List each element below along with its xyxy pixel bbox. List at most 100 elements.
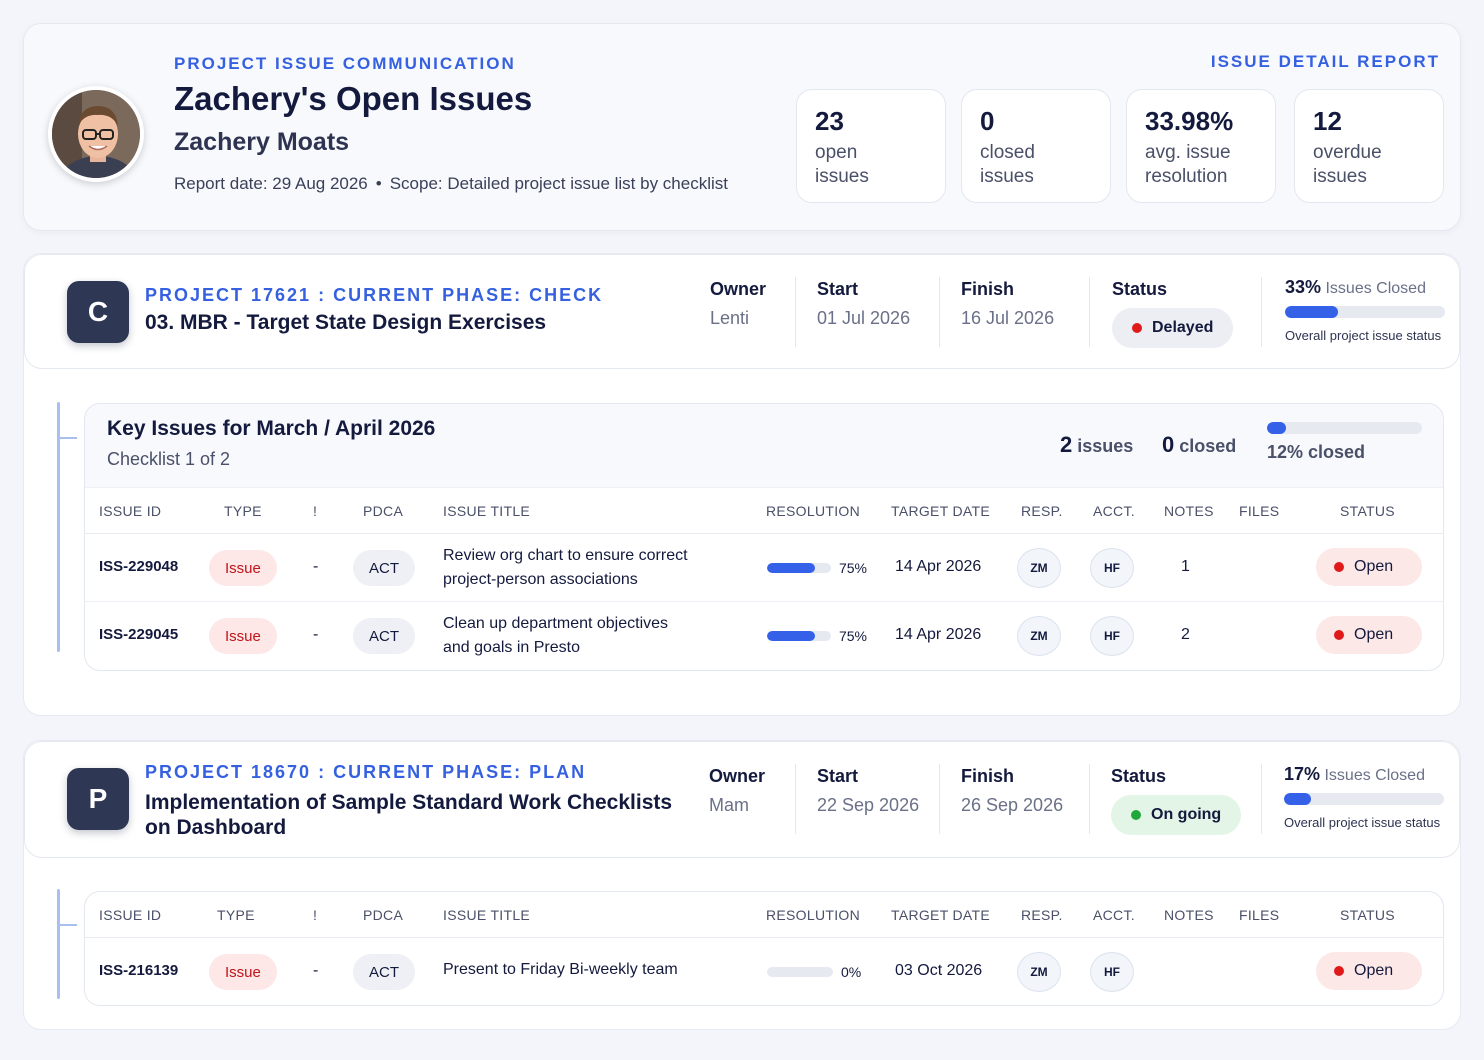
stat-value: 12 bbox=[1313, 106, 1342, 136]
col-issue-title[interactable]: ISSUE TITLE bbox=[443, 907, 531, 923]
col-issue-id[interactable]: ISSUE ID bbox=[99, 907, 162, 923]
start-label: Start bbox=[817, 279, 859, 299]
pdca-badge: ACT bbox=[353, 550, 415, 586]
checklist-table: ISSUE ID TYPE ! PDCA ISSUE TITLE RESOLUT… bbox=[84, 891, 1444, 1006]
status-dot-icon bbox=[1132, 323, 1142, 333]
issue-id[interactable]: ISS-216139 bbox=[99, 962, 179, 979]
finish-label: Finish bbox=[961, 766, 1014, 786]
col-resp[interactable]: RESP. bbox=[1021, 503, 1063, 519]
project-section-18670: P PROJECT 18670 : CURRENT PHASE: PLAN Im… bbox=[23, 740, 1461, 1030]
separator-dot-icon: • bbox=[375, 174, 382, 193]
col-acct[interactable]: ACCT. bbox=[1093, 907, 1135, 923]
finish-value: 16 Jul 2026 bbox=[961, 308, 1055, 328]
col-type[interactable]: TYPE bbox=[224, 503, 262, 519]
finish-value: 26 Sep 2026 bbox=[961, 795, 1064, 815]
stat-label: overdue issues bbox=[1313, 142, 1382, 187]
status-dot-icon bbox=[1334, 966, 1344, 976]
col-files[interactable]: FILES bbox=[1239, 503, 1280, 519]
checklist-rail bbox=[57, 889, 60, 999]
checklist-rail bbox=[57, 402, 60, 652]
pdca-badge: ACT bbox=[353, 954, 415, 990]
target-date: 14 Apr 2026 bbox=[895, 558, 982, 575]
divider bbox=[1089, 764, 1090, 834]
table-header: ISSUE ID TYPE ! PDCA ISSUE TITLE RESOLUT… bbox=[85, 892, 1443, 938]
status-label: Status bbox=[1112, 279, 1168, 299]
finish-label: Finish bbox=[961, 279, 1014, 299]
col-acct[interactable]: ACCT. bbox=[1093, 503, 1135, 519]
progress-label: 17% Issues Closed bbox=[1284, 764, 1425, 784]
resolution-progress: 0% bbox=[767, 964, 867, 980]
col-priority[interactable]: ! bbox=[313, 907, 318, 923]
status-dot-icon bbox=[1334, 630, 1344, 640]
report-header: PROJECT ISSUE COMMUNICATION Zachery's Op… bbox=[23, 23, 1461, 231]
col-priority[interactable]: ! bbox=[313, 503, 318, 519]
type-badge: Issue bbox=[209, 550, 277, 586]
progress-caption: Overall project issue status bbox=[1284, 815, 1441, 830]
stat-label: avg. issue resolution bbox=[1145, 142, 1231, 187]
status-badge[interactable]: Open bbox=[1316, 616, 1422, 654]
table-row[interactable]: ISS-229048 Issue - ACT Review org chart … bbox=[85, 534, 1443, 602]
checklist-header: Key Issues for March / April 2026 Checkl… bbox=[85, 404, 1443, 488]
col-pdca[interactable]: PDCA bbox=[363, 907, 404, 923]
table-row[interactable]: ISS-216139 Issue - ACT Present to Friday… bbox=[85, 938, 1443, 1005]
project-title: Implementation of Sample Standard Work C… bbox=[145, 791, 673, 839]
col-status[interactable]: STATUS bbox=[1340, 503, 1395, 519]
col-target-date[interactable]: TARGET DATE bbox=[891, 503, 990, 519]
resp-avatar[interactable]: ZM bbox=[1017, 952, 1061, 992]
table-row[interactable]: ISS-229045 Issue - ACT Clean up departme… bbox=[85, 602, 1443, 670]
col-resolution[interactable]: RESOLUTION bbox=[766, 907, 861, 923]
target-date: 03 Oct 2026 bbox=[895, 962, 983, 979]
stat-label: open issues bbox=[815, 142, 869, 187]
checklist-table: Key Issues for March / April 2026 Checkl… bbox=[84, 403, 1444, 671]
progress-bar bbox=[1285, 306, 1445, 318]
divider bbox=[795, 277, 796, 347]
resp-avatar[interactable]: ZM bbox=[1017, 616, 1061, 656]
col-resolution[interactable]: RESOLUTION bbox=[766, 503, 861, 519]
owner-value: Mam bbox=[709, 795, 749, 815]
col-notes[interactable]: NOTES bbox=[1164, 503, 1214, 519]
status-badge[interactable]: Open bbox=[1316, 952, 1422, 990]
finish-field: Finish 16 Jul 2026 bbox=[961, 279, 1054, 329]
status-field: Status On going bbox=[1111, 766, 1242, 835]
col-notes[interactable]: NOTES bbox=[1164, 907, 1214, 923]
status-dot-icon bbox=[1334, 562, 1344, 572]
status-badge: On going bbox=[1111, 795, 1242, 835]
project-progress: 17% Issues Closed Overall project issue … bbox=[1284, 764, 1444, 830]
owner-field: Owner Lenti bbox=[710, 279, 766, 329]
phase-badge: P bbox=[67, 768, 129, 830]
project-section-17621: C PROJECT 17621 : CURRENT PHASE: CHECK 0… bbox=[23, 253, 1461, 716]
status-badge[interactable]: Open bbox=[1316, 548, 1422, 586]
progress-caption: Overall project issue status bbox=[1285, 328, 1442, 343]
report-meta: Report date: 29 Aug 2026 • Scope: Detailed… bbox=[174, 174, 728, 194]
issue-id[interactable]: ISS-229048 bbox=[99, 558, 179, 575]
checklist-rail-tick bbox=[57, 437, 77, 439]
issue-title[interactable]: Clean up department objectives and goals … bbox=[443, 615, 669, 656]
col-resp[interactable]: RESP. bbox=[1021, 907, 1063, 923]
notes-count[interactable]: 2 bbox=[1181, 626, 1190, 643]
issue-title[interactable]: Present to Friday Bi-weekly team bbox=[443, 961, 678, 978]
acct-avatar[interactable]: HF bbox=[1090, 548, 1134, 588]
checklist-title: Key Issues for March / April 2026 bbox=[107, 417, 436, 440]
issue-id[interactable]: ISS-229045 bbox=[99, 626, 179, 643]
progress-label: 33% Issues Closed bbox=[1285, 277, 1426, 297]
stat-label: closed issues bbox=[980, 142, 1035, 187]
col-issue-title[interactable]: ISSUE TITLE bbox=[443, 503, 531, 519]
notes-count[interactable]: 1 bbox=[1181, 558, 1190, 575]
acct-avatar[interactable]: HF bbox=[1090, 952, 1134, 992]
col-issue-id[interactable]: ISSUE ID bbox=[99, 503, 162, 519]
divider bbox=[1261, 764, 1262, 834]
issue-title[interactable]: Review org chart to ensure correct projec… bbox=[443, 547, 688, 588]
checklist-rail-tick bbox=[57, 924, 77, 926]
col-pdca[interactable]: PDCA bbox=[363, 503, 404, 519]
col-files[interactable]: FILES bbox=[1239, 907, 1280, 923]
acct-avatar[interactable]: HF bbox=[1090, 616, 1134, 656]
col-type[interactable]: TYPE bbox=[217, 907, 255, 923]
divider bbox=[939, 277, 940, 347]
stat-avg-resolution: 33.98% avg. issue resolution bbox=[1126, 89, 1276, 203]
resolution-progress: 75% bbox=[767, 628, 867, 644]
resp-avatar[interactable]: ZM bbox=[1017, 548, 1061, 588]
col-target-date[interactable]: TARGET DATE bbox=[891, 907, 990, 923]
col-status[interactable]: STATUS bbox=[1340, 907, 1395, 923]
type-badge: Issue bbox=[209, 618, 277, 654]
closed-count: 0 closed bbox=[1162, 432, 1237, 457]
